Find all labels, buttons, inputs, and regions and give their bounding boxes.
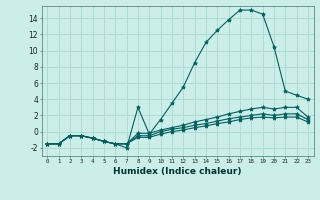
X-axis label: Humidex (Indice chaleur): Humidex (Indice chaleur) <box>113 167 242 176</box>
